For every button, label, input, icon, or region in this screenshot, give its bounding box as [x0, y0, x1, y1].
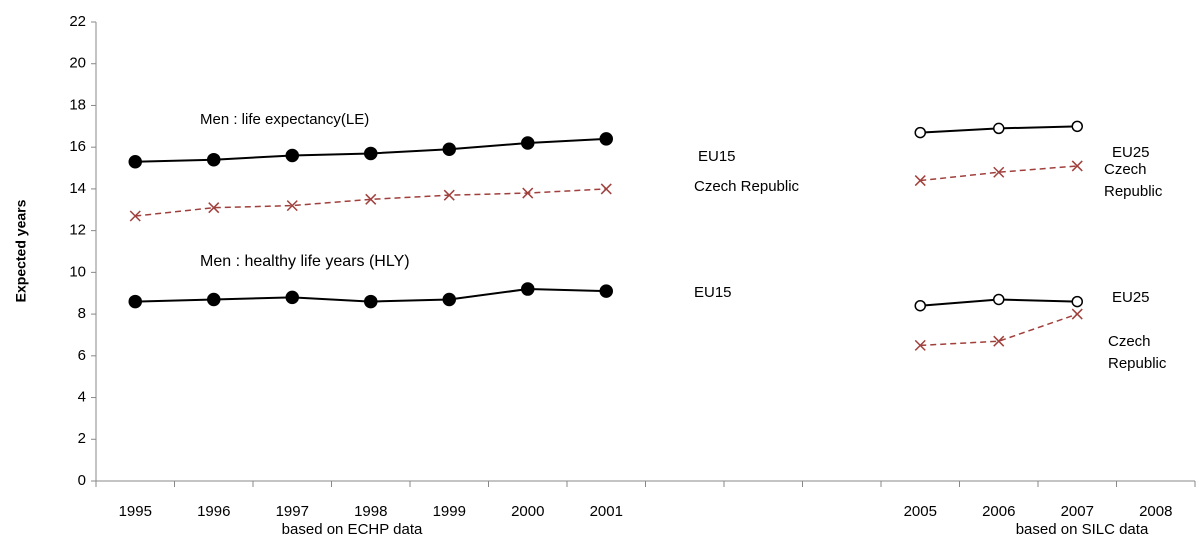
marker	[365, 193, 377, 205]
marker	[993, 122, 1005, 135]
marker	[993, 166, 1005, 178]
marker	[364, 146, 378, 161]
marker	[286, 200, 298, 212]
series-line	[920, 165, 1078, 182]
marker	[442, 292, 456, 307]
series-line	[920, 313, 1078, 347]
marker	[521, 282, 535, 296]
marker	[208, 202, 220, 214]
x-tick-label: 2006	[982, 503, 1015, 520]
y-tick-label: 20	[69, 55, 86, 72]
marker	[443, 189, 455, 201]
marker	[364, 294, 378, 309]
marker	[285, 148, 299, 163]
series-label: EU15	[698, 148, 736, 165]
marker	[914, 299, 926, 312]
marker	[129, 210, 141, 222]
y-tick-label: 18	[69, 96, 86, 113]
x-tick-label: 2005	[904, 503, 937, 520]
series-label: Czech Republic	[1108, 333, 1167, 372]
x-tick-label: 1995	[119, 503, 152, 520]
marker	[1071, 308, 1083, 320]
y-tick-label: 2	[78, 430, 86, 447]
y-tick-label: 4	[78, 389, 86, 406]
marker	[207, 292, 221, 307]
y-axis-label: Expected years	[13, 199, 29, 302]
marker	[1071, 295, 1083, 308]
series-label: EU25	[1112, 144, 1150, 161]
annotation: Men : healthy life years (HLY)	[200, 253, 410, 270]
series-label: Czech Republic	[694, 178, 800, 195]
x-tick-label: 1996	[197, 503, 230, 520]
annotation: based on SILC data	[1016, 521, 1149, 538]
annotation: Men : life expectancy(LE)	[200, 111, 369, 128]
marker	[914, 339, 926, 351]
marker	[599, 284, 613, 298]
y-tick-label: 0	[78, 472, 86, 489]
x-tick-label: 1999	[433, 503, 466, 520]
marker	[1071, 120, 1083, 133]
x-tick-label: 2001	[590, 503, 623, 520]
series-label: Czech Republic	[1104, 161, 1163, 200]
marker	[285, 290, 299, 305]
x-tick-label: 2008	[1139, 503, 1172, 520]
marker	[128, 155, 142, 169]
series-line	[135, 188, 607, 217]
marker	[993, 335, 1005, 347]
series-label: EU15	[694, 284, 732, 301]
y-tick-label: 10	[69, 263, 86, 280]
x-tick-label: 2000	[511, 503, 544, 520]
marker	[128, 294, 142, 309]
marker	[914, 175, 926, 187]
y-tick-label: 22	[69, 13, 86, 30]
y-tick-label: 14	[69, 180, 86, 197]
marker	[207, 152, 221, 167]
x-tick-label: 1997	[276, 503, 309, 520]
series-label: EU25	[1112, 289, 1150, 306]
x-tick-label: 2007	[1061, 503, 1094, 520]
marker	[914, 126, 926, 139]
y-tick-label: 12	[69, 222, 86, 239]
marker	[993, 293, 1005, 306]
x-tick-label: 1998	[354, 503, 387, 520]
marker	[1071, 160, 1083, 172]
y-tick-label: 16	[69, 138, 86, 155]
marker	[599, 132, 613, 146]
marker	[521, 136, 535, 150]
y-tick-label: 8	[78, 305, 86, 322]
marker	[600, 183, 612, 195]
y-tick-label: 6	[78, 347, 86, 364]
marker	[442, 142, 456, 157]
annotation: based on ECHP data	[282, 521, 423, 538]
marker	[522, 187, 534, 199]
